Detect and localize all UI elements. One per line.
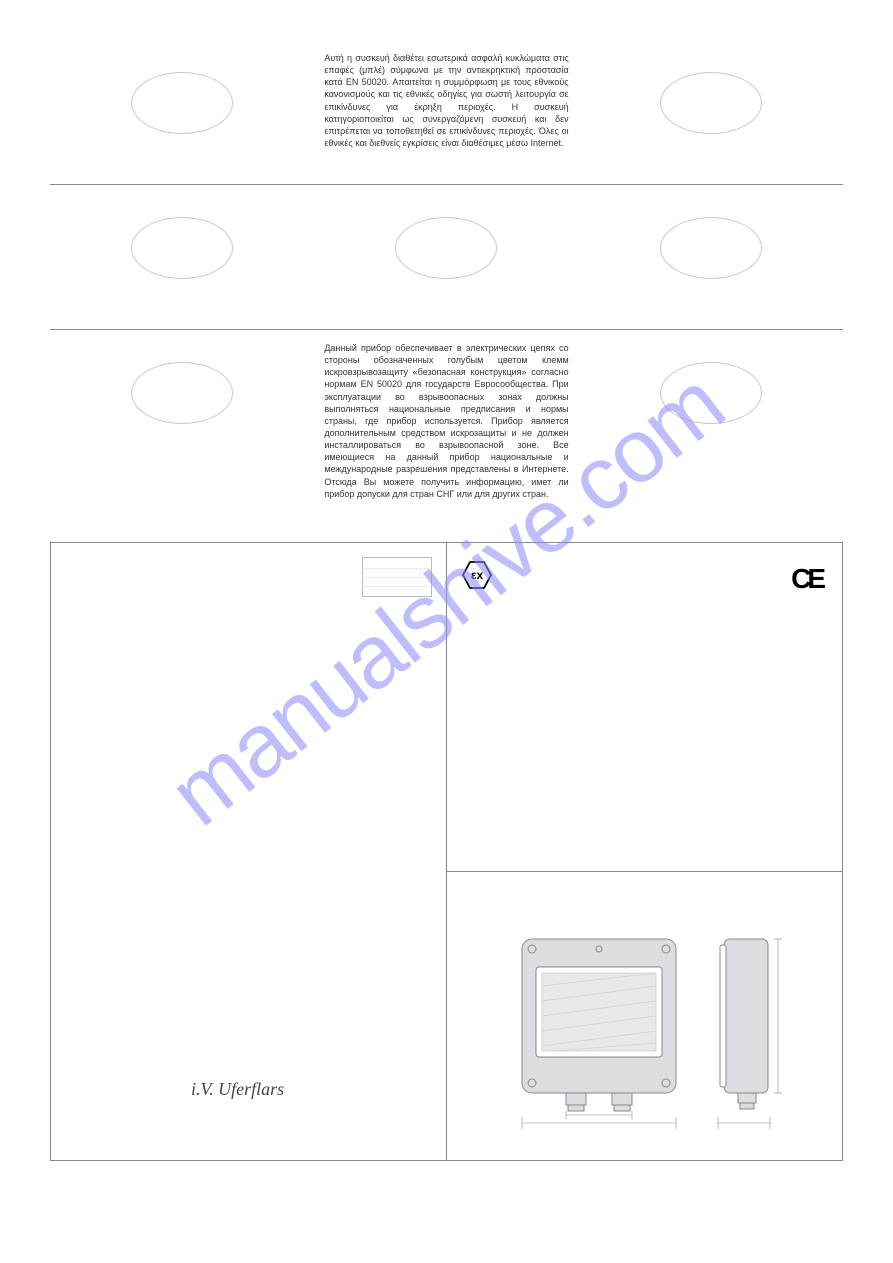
- russian-paragraph: Данный прибор обеспечивает в электрическ…: [324, 342, 568, 500]
- signature: i.V. Uferflars: [191, 1079, 284, 1100]
- cell-r2-c3: [579, 185, 843, 330]
- placeholder-ellipse: [395, 217, 497, 279]
- cell-r2-c2: [314, 185, 578, 330]
- device-front-view: [514, 931, 684, 1101]
- placeholder-ellipse: [131, 362, 233, 424]
- device-side-view: [714, 931, 774, 1101]
- product-label: [362, 557, 432, 603]
- language-grid: Αυτή η συσκευή διαθέτει εσωτερικά ασφαλή…: [50, 40, 843, 512]
- device-drawing: [514, 931, 774, 1101]
- cell-r1-c1: [50, 40, 314, 185]
- page: manualshive.com Αυτή η συσκευή διαθέτει …: [0, 0, 893, 1201]
- cell-r3-c1: [50, 330, 314, 512]
- ex-mark-icon: εx: [461, 559, 493, 596]
- placeholder-ellipse: [131, 217, 233, 279]
- ex-text: εx: [470, 568, 483, 582]
- bottom-left-panel: i.V. Uferflars: [51, 543, 447, 1160]
- bottom-panel: i.V. Uferflars εx CE: [50, 542, 843, 1161]
- ce-mark-icon: CE: [791, 563, 822, 595]
- cell-r1-c3: [579, 40, 843, 185]
- cell-r3-c3: [579, 330, 843, 512]
- label-box-icon: [362, 557, 432, 597]
- placeholder-ellipse: [660, 72, 762, 134]
- cell-r3-c2-russian: Данный прибор обеспечивает в электрическ…: [314, 330, 578, 512]
- cell-r1-c2-greek: Αυτή η συσκευή διαθέτει εσωτερικά ασφαλή…: [314, 40, 578, 185]
- greek-paragraph: Αυτή η συσκευή διαθέτει εσωτερικά ασφαλή…: [324, 52, 568, 149]
- bottom-right-bottom-panel: [447, 872, 843, 1160]
- placeholder-ellipse: [131, 72, 233, 134]
- cell-r2-c1: [50, 185, 314, 330]
- placeholder-ellipse: [660, 362, 762, 424]
- bottom-right-top-panel: εx CE: [447, 543, 843, 872]
- placeholder-ellipse: [660, 217, 762, 279]
